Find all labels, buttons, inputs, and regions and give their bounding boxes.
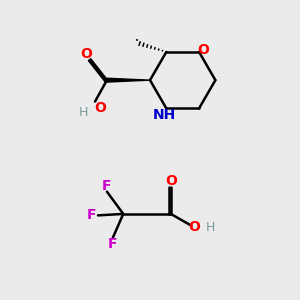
Text: F: F [87,208,96,222]
Text: O: O [165,174,177,188]
Text: F: F [102,179,111,193]
Text: O: O [188,220,200,234]
Text: F: F [107,237,117,251]
Text: •: • [135,38,139,44]
Text: H: H [206,221,216,234]
Text: H: H [79,106,88,119]
Text: O: O [80,47,92,61]
Polygon shape [107,78,150,82]
Text: NH: NH [153,108,176,122]
Text: O: O [197,43,209,56]
Text: O: O [94,101,106,115]
